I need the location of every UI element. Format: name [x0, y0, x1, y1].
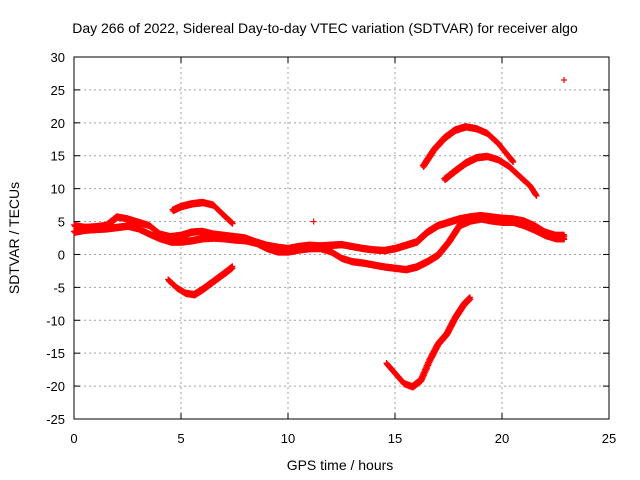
- data-point: [229, 219, 236, 226]
- y-tick-label: -15: [46, 346, 65, 361]
- y-axis-label: SDTVAR / TECUs: [6, 182, 22, 294]
- y-tick-label: -20: [46, 379, 65, 394]
- x-tick-label: 5: [177, 431, 184, 446]
- data-points: [71, 77, 568, 391]
- y-tick-label: 0: [58, 247, 65, 262]
- data-point: [561, 235, 568, 241]
- data-point: [561, 77, 568, 84]
- x-tick-label: 15: [388, 431, 402, 446]
- y-tick-label: 20: [51, 116, 65, 131]
- y-tick-label: 5: [58, 215, 65, 230]
- y-tick-label: -25: [46, 412, 65, 427]
- data-point: [533, 192, 540, 199]
- data-point: [229, 263, 236, 270]
- y-tick-label: 25: [51, 83, 65, 98]
- x-tick-label: 20: [495, 431, 509, 446]
- series-deep-dip: [383, 294, 474, 391]
- y-tick-label: 10: [51, 182, 65, 197]
- y-tick-label: -5: [53, 280, 65, 295]
- x-tick-label: 0: [70, 431, 77, 446]
- axis-ticks: 0 5 10 15 20 25 -25 -20 -15 -10 -5 0 5 10 15 20 25 30: [46, 50, 616, 446]
- series-mid-arc: [441, 152, 540, 199]
- x-tick-label: 25: [602, 431, 616, 446]
- series-main-lower: [71, 215, 568, 274]
- series-dip-left: [165, 263, 236, 299]
- data-point: [509, 157, 516, 164]
- chart-title: Day 266 of 2022, Sidereal Day-to-day VTE…: [72, 20, 578, 36]
- x-tick-label: 10: [281, 431, 295, 446]
- series-arc-mid: [169, 198, 236, 227]
- data-point: [310, 218, 317, 225]
- y-tick-label: 30: [51, 50, 65, 65]
- series-high-arc: [419, 123, 517, 170]
- series-outliers: [310, 77, 568, 225]
- y-tick-label: -10: [46, 313, 65, 328]
- plot-frame: [73, 56, 610, 420]
- x-axis-label: GPS time / hours: [287, 457, 394, 473]
- y-tick-label: 15: [51, 149, 65, 164]
